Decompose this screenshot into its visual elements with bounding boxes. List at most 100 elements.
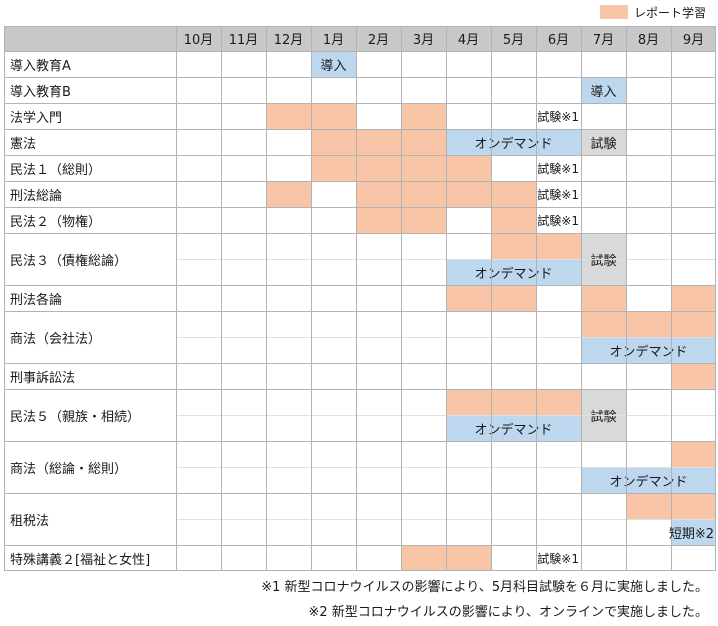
exam-note-label: 試験※1: [537, 551, 579, 566]
report-cell: [671, 285, 716, 311]
legend: レポート学習: [599, 4, 706, 20]
subject-name: 特殊講義２[福祉と女性]: [10, 552, 151, 568]
report-cell: [356, 181, 401, 207]
subject-name: 刑事訴訟法: [10, 370, 76, 386]
grid-line: [4, 103, 716, 104]
subject-name: 刑法総論: [10, 188, 63, 204]
report-cell: [401, 207, 446, 233]
subject-name: 民法３（債権総論）: [10, 253, 128, 269]
report-cell: [356, 207, 401, 233]
month-header: 1月: [322, 33, 345, 48]
report-cell: [446, 285, 491, 311]
grid-line: [4, 129, 716, 130]
grid-line: [221, 26, 222, 571]
report-cell: [671, 441, 716, 467]
intro-block: 導入: [581, 77, 626, 103]
grid-line: [4, 389, 716, 390]
month-header: 11月: [228, 33, 259, 48]
grid-line: [626, 26, 627, 571]
grid-line: [715, 26, 716, 571]
subject-name: 商法（総論・総則）: [10, 461, 128, 477]
month-header: 7月: [592, 33, 615, 48]
subject-name: 民法２（物権）: [10, 214, 102, 230]
month-header: 6月: [547, 33, 570, 48]
month-header: 9月: [682, 33, 705, 48]
month-header: 12月: [273, 33, 304, 48]
month-header: 3月: [412, 33, 435, 48]
note-1: ※1 新型コロナウイルスの影響により、5月科目試験を６月に実施しました。: [261, 580, 708, 595]
report-cell: [311, 129, 356, 155]
grid-line: [446, 26, 447, 571]
report-cell: [311, 103, 356, 129]
ondemand-block: オンデマンド: [446, 415, 581, 441]
subject-name: 民法１（総則）: [10, 162, 102, 178]
ondemand-block: オンデマンド: [581, 467, 716, 493]
report-cell: [266, 103, 311, 129]
subject-name: 刑法各論: [10, 292, 63, 308]
grid-line: [176, 26, 177, 571]
ondemand-block: オンデマンド: [581, 337, 716, 363]
grid-line: [4, 233, 716, 234]
legend-swatch: [599, 5, 628, 19]
report-cell: [356, 155, 401, 181]
grid-line: [491, 26, 492, 571]
grid-line: [536, 26, 537, 571]
grid-line: [401, 26, 402, 571]
report-cell: [671, 311, 716, 337]
header-row: [4, 26, 716, 51]
report-cell: [536, 233, 581, 259]
grid-line: [4, 181, 716, 182]
short-term-block: [671, 519, 716, 545]
report-cell: [401, 155, 446, 181]
subject-name: 商法（会社法）: [10, 331, 102, 347]
subject-name: 憲法: [10, 136, 37, 152]
report-cell: [671, 493, 716, 519]
exam-cell: 試験: [581, 129, 626, 155]
grid-line: [311, 26, 312, 571]
grid-line: [4, 311, 716, 312]
report-cell: [581, 285, 626, 311]
exam-note-label: 試験※1: [537, 161, 579, 176]
report-cell: [581, 311, 626, 337]
ondemand-block: オンデマンド: [446, 129, 581, 155]
report-cell: [491, 285, 536, 311]
grid-line: [4, 545, 716, 546]
legend-label: レポート学習: [633, 5, 706, 20]
exam-note-label: 試験※1: [537, 213, 579, 228]
month-header: 4月: [457, 33, 480, 48]
note-2: ※2 新型コロナウイルスの影響により、オンラインで実施しました。: [308, 605, 708, 620]
report-cell: [401, 103, 446, 129]
report-cell: [491, 207, 536, 233]
grid-line: [266, 26, 267, 571]
grid-line: [671, 26, 672, 571]
month-header: 2月: [367, 33, 390, 48]
report-cell: [266, 181, 311, 207]
subject-name: 租税法: [10, 513, 50, 529]
ondemand-block: オンデマンド: [446, 259, 581, 285]
intro-block: 導入: [311, 51, 356, 77]
month-header: 8月: [637, 33, 660, 48]
report-cell: [626, 311, 671, 337]
report-cell: [311, 155, 356, 181]
report-cell: [356, 129, 401, 155]
report-cell: [491, 233, 536, 259]
grid-line: [4, 51, 716, 52]
report-cell: [536, 389, 581, 415]
report-cell: [401, 545, 446, 571]
grid-line: [356, 26, 357, 571]
grid-line: [4, 26, 716, 27]
report-cell: [626, 493, 671, 519]
subject-name: 導入教育A: [10, 58, 71, 74]
report-cell: [446, 155, 491, 181]
report-cell: [491, 389, 536, 415]
subject-name: 導入教育B: [10, 84, 71, 100]
report-cell: [401, 129, 446, 155]
grid-line: [4, 26, 5, 571]
grid-line: [4, 570, 716, 571]
report-cell: [446, 181, 491, 207]
grid-line: [4, 155, 716, 156]
report-cell: [401, 181, 446, 207]
exam-note-label: 試験※1: [537, 187, 579, 202]
report-cell: [671, 363, 716, 389]
short-term-label: 短期※2: [668, 526, 714, 542]
